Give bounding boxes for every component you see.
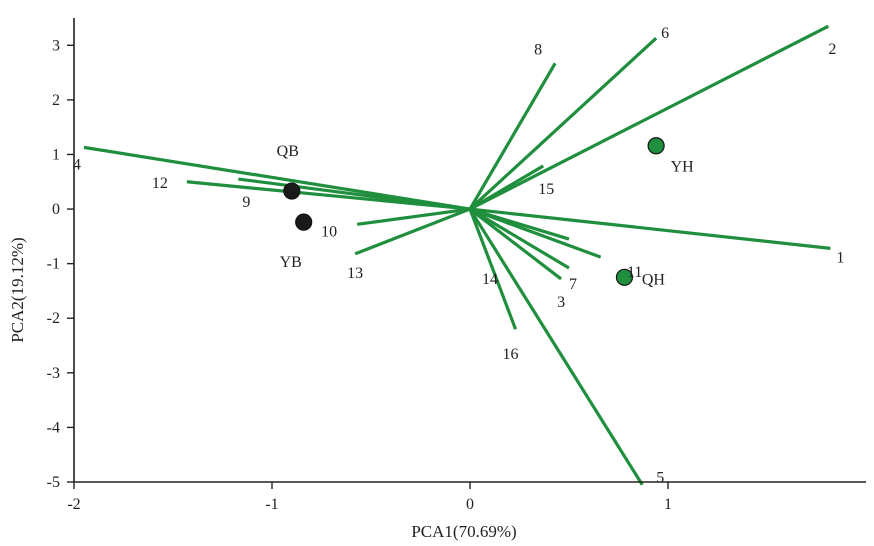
- sample-label-yb: YB: [280, 254, 302, 271]
- vector-line-16: [468, 208, 518, 330]
- vector-label-3: 3: [557, 294, 565, 311]
- vector-line-7: [469, 207, 570, 270]
- y-tick-label: -2: [47, 310, 60, 327]
- sample-point-yh: [647, 137, 665, 155]
- y-tick-label: -1: [47, 256, 60, 273]
- vector-line-12: [186, 180, 471, 211]
- vector-label-9: 9: [242, 194, 250, 211]
- y-tick-label: 0: [52, 201, 60, 218]
- x-tick-label: -2: [67, 496, 80, 513]
- vector-line-8: [468, 62, 557, 210]
- vector-label-14: 14: [482, 271, 498, 288]
- vector-label-7: 7: [569, 276, 577, 293]
- vector-line-2: [469, 24, 830, 211]
- axes-layer: [67, 18, 866, 489]
- vector-line-13: [354, 207, 471, 256]
- vector-line-1: [469, 207, 831, 250]
- sample-point-qb: [283, 182, 301, 200]
- y-tick-label: 3: [52, 37, 60, 54]
- vector-label-5: 5: [656, 470, 664, 487]
- vector-label-1: 1: [836, 249, 844, 266]
- x-tick-label: -1: [265, 496, 278, 513]
- vector-line-3: [469, 207, 563, 281]
- vector-line-6: [468, 37, 658, 211]
- sample-label-qh: QH: [642, 271, 666, 288]
- sample-label-yh: YH: [671, 159, 695, 176]
- sample-point-qh: [615, 268, 634, 286]
- vector-label-8: 8: [534, 41, 542, 58]
- y-tick-label: -4: [47, 419, 60, 436]
- y-axis-title: PCA2(19.12%): [8, 237, 27, 342]
- vector-line-5: [468, 208, 644, 486]
- vector-label-4: 4: [73, 156, 81, 173]
- vector-line-10: [356, 207, 471, 226]
- loading-vectors-layer: [83, 24, 831, 486]
- x-tick-label: 0: [466, 496, 474, 513]
- vector-label-12: 12: [152, 175, 168, 192]
- sample-point-yb: [295, 213, 313, 231]
- vector-line-15: [469, 164, 545, 211]
- vector-label-10: 10: [321, 223, 337, 240]
- vector-label-16: 16: [503, 346, 519, 363]
- vector-label-6: 6: [661, 25, 669, 42]
- vector-label-13: 13: [347, 265, 363, 282]
- x-axis-title: PCA1(70.69%): [411, 522, 516, 541]
- y-tick-label: 1: [52, 146, 60, 163]
- sample-label-qb: QB: [277, 143, 299, 160]
- vector-line-14: [469, 207, 570, 241]
- vector-label-15: 15: [538, 181, 554, 198]
- sample-points-layer: [283, 137, 665, 286]
- vector-label-11: 11: [627, 264, 642, 281]
- y-tick-label: 2: [52, 92, 60, 109]
- y-tick-label: -3: [47, 365, 60, 382]
- vector-line-4: [83, 145, 471, 211]
- vector-label-2: 2: [828, 41, 836, 58]
- x-tick-label: 1: [664, 496, 672, 513]
- y-tick-label: -5: [47, 474, 60, 491]
